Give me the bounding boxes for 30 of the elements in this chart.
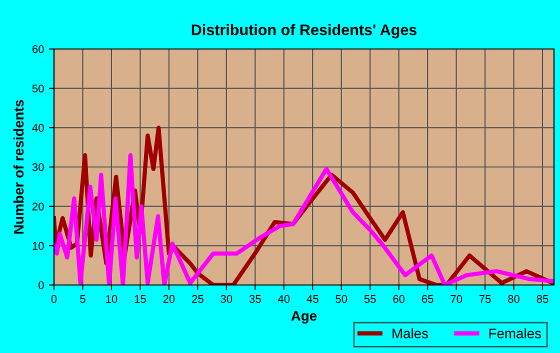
legend-label: Males: [392, 328, 428, 338]
x-tick-label: 80: [508, 295, 520, 303]
x-tick-label: 65: [422, 295, 434, 303]
y-axis-title: Number of residents: [13, 100, 24, 234]
x-tick-label: 30: [220, 295, 232, 303]
y-tick-label: 20: [32, 202, 44, 210]
x-tick-label: 15: [134, 295, 146, 303]
y-tick-label: 0: [38, 281, 44, 290]
y-tick-label: 40: [32, 124, 44, 132]
x-tick-label: 85: [536, 295, 548, 303]
x-tick-label: 75: [479, 295, 491, 303]
x-tick-label: 20: [163, 295, 175, 303]
y-tick-label: 50: [32, 84, 44, 92]
x-tick-label: 0: [51, 295, 57, 303]
x-tick-label: 45: [306, 295, 318, 303]
x-tick-label: 5: [80, 295, 86, 303]
x-tick-label: 35: [249, 295, 261, 303]
x-tick-label: 50: [336, 295, 348, 303]
y-tick-label: 60: [32, 45, 44, 54]
x-tick-label: 40: [278, 295, 290, 303]
y-tick-label: 10: [32, 242, 44, 250]
x-tick-label: 25: [192, 295, 204, 303]
x-tick-label: 70: [450, 295, 462, 303]
y-tick-label: 30: [32, 163, 44, 172]
x-tick-label: 60: [393, 295, 405, 303]
chart-title: Distribution of Residents' Ages: [192, 24, 417, 38]
x-axis-title: Age: [291, 311, 317, 324]
legend-label: Females: [489, 328, 541, 338]
x-tick-label: 10: [106, 295, 118, 303]
x-tick-label: 55: [364, 295, 376, 303]
